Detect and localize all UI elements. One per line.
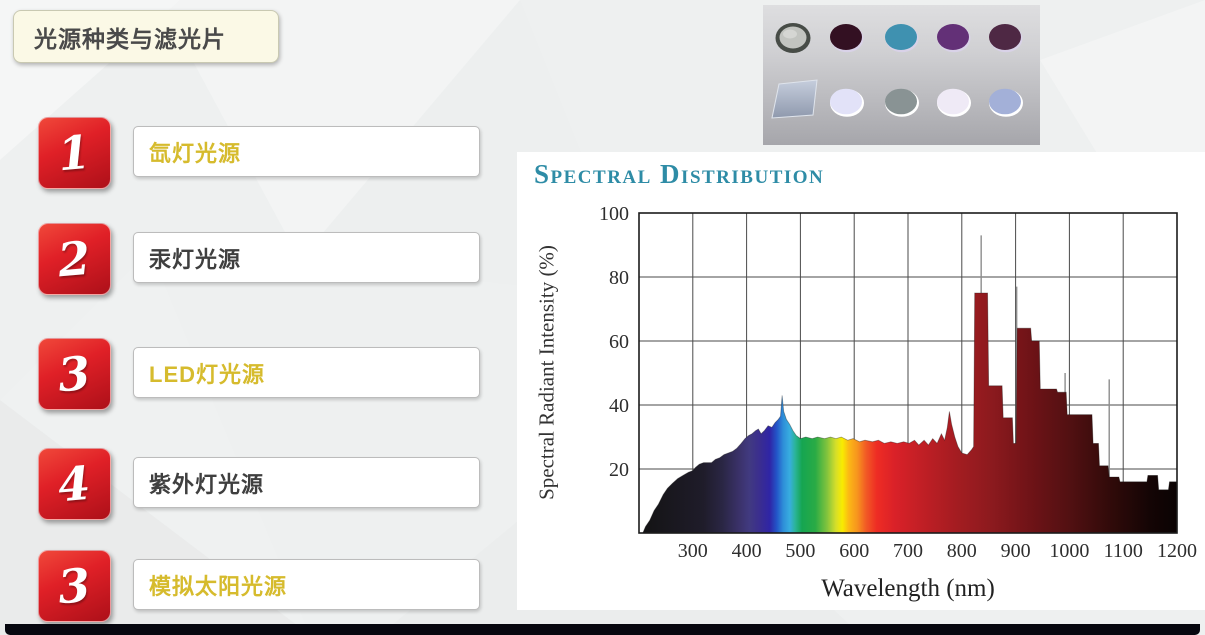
chart-title: Spectral Distribution bbox=[534, 159, 825, 189]
item-2-label: 汞灯光源 bbox=[149, 246, 242, 272]
item-2-number: 2 bbox=[56, 230, 93, 288]
item-4-number-badge: 4 bbox=[38, 448, 111, 520]
item-2-number-badge: 2 bbox=[38, 223, 111, 295]
x-tick-label: 600 bbox=[839, 540, 869, 562]
optical-filters-image bbox=[763, 5, 1040, 145]
y-tick-label: 40 bbox=[609, 395, 629, 417]
x-tick-label: 1000 bbox=[1049, 540, 1089, 562]
y-tick-label: 80 bbox=[609, 267, 629, 289]
item-3-number: 3 bbox=[56, 345, 93, 403]
y-tick-label: 20 bbox=[609, 459, 629, 481]
lavender-white-filter bbox=[830, 88, 862, 115]
item-5-box: 模拟太阳光源 bbox=[133, 559, 480, 610]
item-3-box: LED灯光源 bbox=[133, 347, 480, 398]
plot-border bbox=[638, 212, 1178, 534]
footer-bar bbox=[5, 624, 1200, 635]
x-tick-label: 700 bbox=[893, 540, 923, 562]
filters-graphic bbox=[771, 23, 1023, 119]
x-axis-label: Wavelength (nm) bbox=[821, 575, 995, 602]
dark-plum-filter bbox=[830, 24, 862, 50]
item-3-number-badge: 3 bbox=[38, 338, 111, 410]
x-tick-label: 1200 bbox=[1157, 540, 1197, 562]
gray-filter bbox=[885, 88, 917, 115]
item-5-number: 3 bbox=[56, 557, 93, 615]
y-tick-label: 100 bbox=[599, 203, 629, 225]
white-filter bbox=[937, 88, 969, 115]
spectral-distribution-chart: 300 400 500 600 700 800 900 1000 1100 1200 20 40 60 8… bbox=[599, 203, 1197, 602]
x-tick-label: 500 bbox=[785, 540, 815, 562]
square-glass-filter bbox=[771, 79, 818, 119]
x-tick-label: 900 bbox=[1001, 540, 1031, 562]
item-1-box: 氙灯光源 bbox=[133, 126, 480, 177]
purple-filter bbox=[937, 24, 969, 50]
item-5-number-badge: 3 bbox=[38, 550, 111, 622]
spectral-chart-panel: Spectral Distribution Spectral Radiant I… bbox=[517, 152, 1205, 610]
slide-title-box: 光源种类与滤光片 bbox=[13, 10, 279, 63]
periwinkle-filter bbox=[989, 88, 1021, 115]
x-tick-label: 1100 bbox=[1104, 540, 1143, 562]
item-4-number: 4 bbox=[56, 455, 93, 513]
item-3-label: LED灯光源 bbox=[149, 361, 266, 387]
x-tick-label: 400 bbox=[732, 540, 762, 562]
teal-filter bbox=[885, 24, 917, 50]
item-1-number: 1 bbox=[56, 124, 93, 182]
item-5-label: 模拟太阳光源 bbox=[149, 573, 288, 599]
item-4-label: 紫外灯光源 bbox=[149, 471, 265, 497]
item-2-box: 汞灯光源 bbox=[133, 232, 480, 283]
x-tick-label: 800 bbox=[947, 540, 977, 562]
item-1-number-badge: 1 bbox=[38, 117, 111, 189]
slide-title: 光源种类与滤光片 bbox=[34, 25, 226, 52]
spectrum-area bbox=[639, 292, 1178, 534]
item-1-label: 氙灯光源 bbox=[149, 140, 242, 166]
y-axis-label: Spectral Radiant Intensity (%) bbox=[534, 245, 559, 500]
x-tick-label: 300 bbox=[678, 540, 708, 562]
dark-mauve-filter bbox=[989, 24, 1021, 50]
item-4-box: 紫外灯光源 bbox=[133, 457, 480, 508]
y-tick-label: 60 bbox=[609, 331, 629, 353]
